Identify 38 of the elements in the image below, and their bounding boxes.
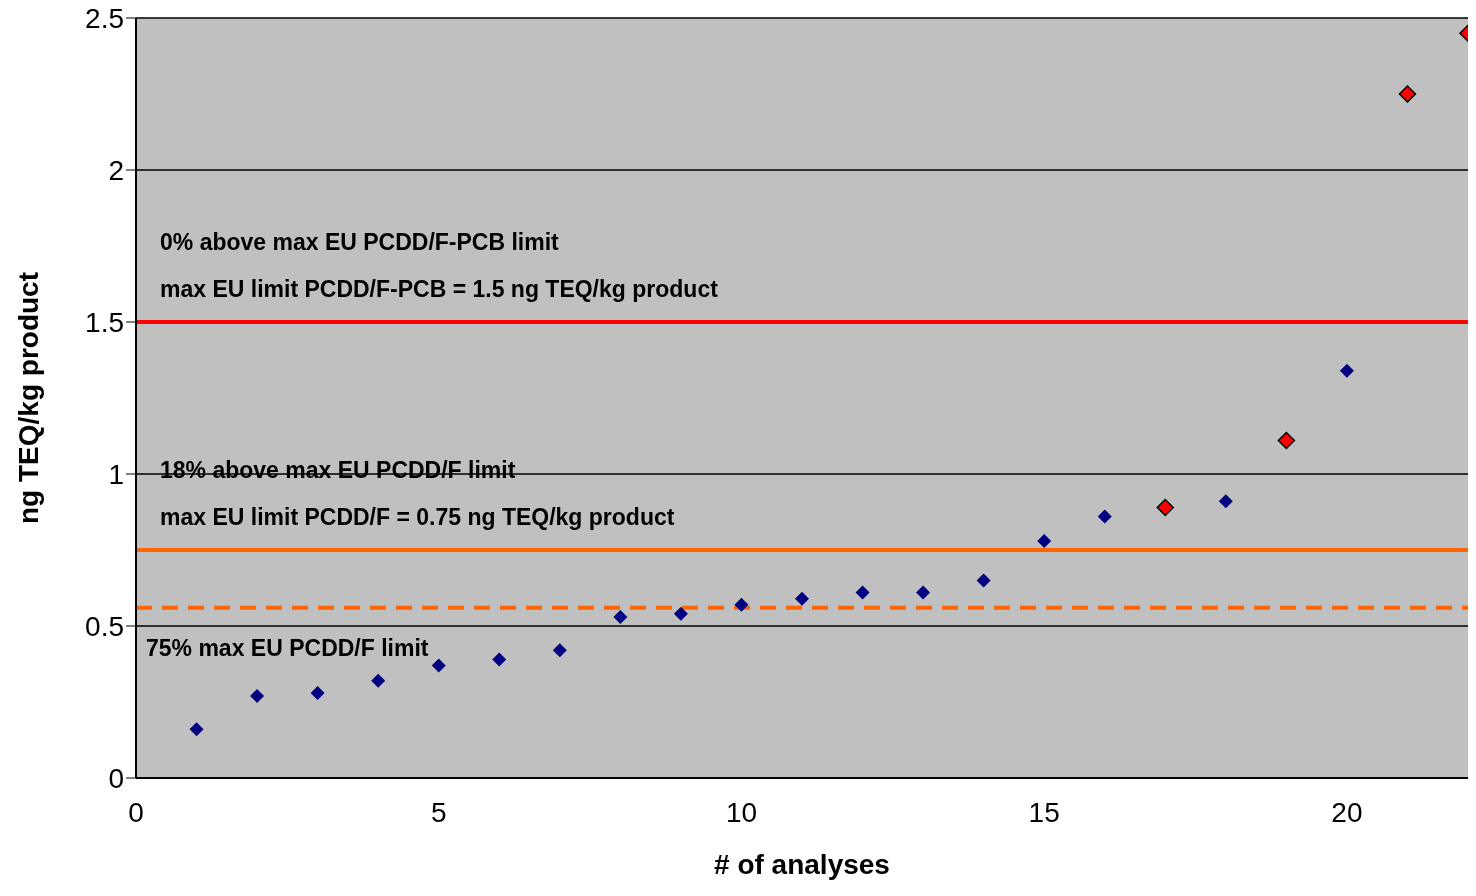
- point: [310, 685, 325, 700]
- x-tick-label: 5: [430, 796, 447, 828]
- point: [795, 591, 809, 606]
- x-axis-title: # of analyses: [714, 849, 890, 880]
- point: [1156, 498, 1175, 517]
- point: [431, 658, 446, 673]
- point: [1277, 431, 1296, 450]
- point: [552, 643, 567, 658]
- y-tick-label: 2: [108, 154, 124, 186]
- point: [976, 573, 991, 588]
- point: [613, 609, 628, 624]
- y-tick-label: 0: [108, 762, 124, 794]
- point: [189, 722, 204, 737]
- x-tick-label: 0: [128, 796, 144, 828]
- point: [1218, 494, 1233, 509]
- point: [250, 688, 265, 703]
- y-tick-label: 0.5: [85, 610, 124, 642]
- ref-line-label: 75% max EU PCDD/F limit: [146, 634, 429, 661]
- point: [673, 606, 688, 621]
- annotation: 0% above max EU PCDD/F-PCB limit: [160, 229, 560, 255]
- ref-line-label: max EU limit PCDD/F = 0.75 ng TEQ/kg product: [160, 504, 675, 530]
- point: [371, 673, 386, 688]
- point: [1097, 509, 1112, 524]
- y-axis-title: ng TEQ/kg product: [12, 272, 44, 524]
- x-tick-label: 10: [725, 796, 758, 828]
- point: [916, 585, 931, 600]
- y-tick-label: 1.5: [85, 306, 124, 338]
- point: [1037, 533, 1052, 548]
- x-tick-label: 20: [1331, 796, 1363, 828]
- point: [1398, 85, 1417, 103]
- y-tick-label: 1: [108, 458, 124, 490]
- x-tick-label: 15: [1028, 796, 1060, 828]
- point: [1339, 363, 1354, 378]
- ref-line-label: max EU limit PCDD/F-PCB = 1.5 ng TEQ/kg product: [160, 276, 719, 302]
- point: [734, 597, 749, 612]
- point: [855, 585, 870, 600]
- point: [492, 652, 507, 667]
- y-tick-label: 2.5: [85, 2, 124, 34]
